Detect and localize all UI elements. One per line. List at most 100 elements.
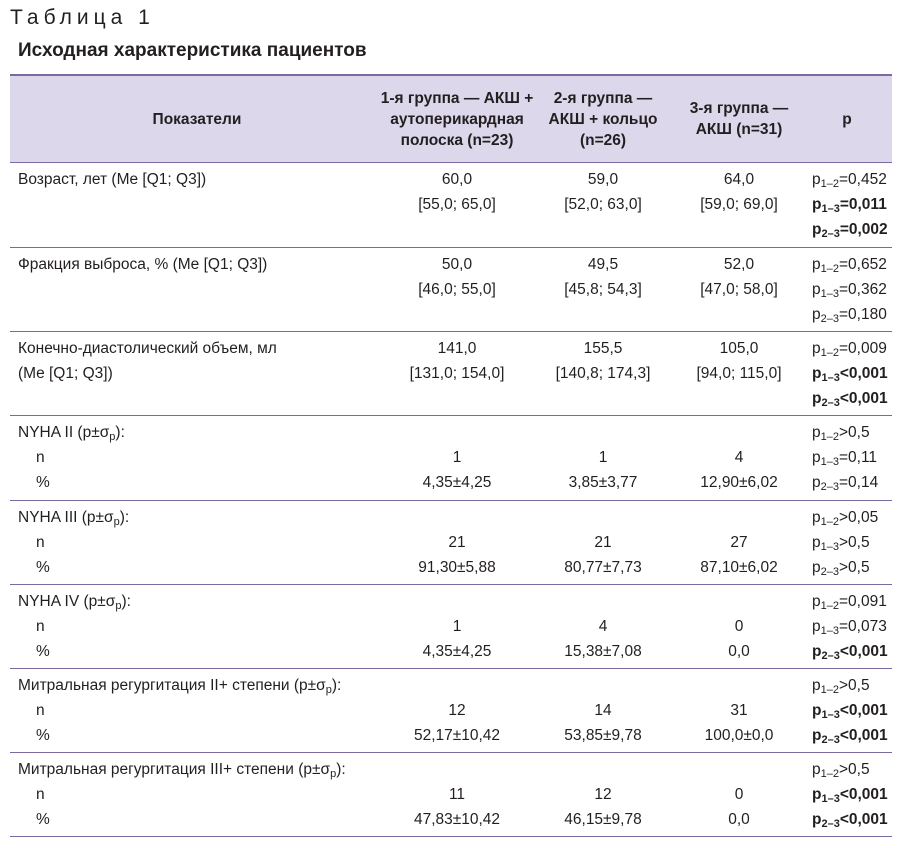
p-subscript: 1–3 [821,709,840,721]
p-value: p1–3=0,073 [812,618,887,637]
group-1-value: 141,0 [131,0; 154,0] [384,332,530,415]
header-text: (n=26) [579,131,627,149]
header-text: 1-я группа — АКШ + [380,89,534,107]
group-2-value: 14 53,85±9,78 [530,669,676,752]
group-1-value: 11 47,83±10,42 [384,753,530,836]
spacer [676,420,802,445]
table-row: NYHA II (p±σp): n% 1 4,35±4,25 1 3,85±3,77 4 12… [10,416,892,501]
header-text: АКШ + кольцо [548,110,658,128]
sub-row-label: n [36,618,45,635]
value-text: 0,0 [728,643,750,660]
sub-row-label: % [36,727,50,744]
value-text: 0 [734,618,744,635]
sub-row-label: % [36,559,50,576]
group-1-value: 50,0 [46,0; 55,0] [384,248,530,331]
value-text: 87,10±6,02 [700,559,778,576]
value-text: 60,0 [441,171,473,188]
group-1-value: 12 52,17±10,42 [384,669,530,752]
p-subscript: 1–3 [820,625,839,637]
header-text: 2-я группа — [553,89,653,107]
value-text: 141,0 [437,340,477,357]
p-value: p1–2=0,091 [812,593,887,612]
p-values: p1–2=0,652 p1–3=0,362 p2–3=0,180 [802,248,892,331]
group-2-value: 49,5 [45,8; 54,3] [530,248,676,331]
p-value: p1–2>0,5 [812,424,870,443]
group-2-value: 12 46,15±9,78 [530,753,676,836]
label-text: Митральная регургитация III+ степени (p±… [18,761,346,780]
value-text: 80,77±7,73 [564,559,642,576]
spacer [384,505,530,530]
p-subscript: 1–3 [821,372,840,384]
header-group-3: 3-я группа — АКШ (n=31) [676,76,802,162]
value-text: 100,0±0,0 [704,727,774,744]
spacer [530,589,676,614]
p-subscript: 1–3 [821,793,840,805]
group-1-value: 1 4,35±4,25 [384,416,530,500]
value-text: 4 [734,449,744,466]
group-3-value: 52,0 [47,0; 58,0] [676,248,802,331]
p-subscript: 2–3 [821,818,840,830]
table-row: NYHA IV (p±σp): n% 1 4,35±4,25 4 15,38±7,08 0 0… [10,585,892,669]
p-value: p1–2=0,009 [812,340,887,359]
label-text: Митральная регургитация II+ степени (p±σ… [18,677,342,696]
value-text: [55,0; 65,0] [418,196,496,213]
header-text: аутоперикардная [390,110,524,128]
group-3-value: 105,0 [94,0; 115,0] [676,332,802,415]
p-subscript: 1–2 [820,768,839,780]
p-value: p1–3<0,001 [812,786,888,805]
sub-row-label: n [36,534,45,551]
p-subscript: 1–2 [820,684,839,696]
value-text: 1 [452,618,462,635]
p-value: p2–3<0,001 [812,390,888,409]
group-2-value: 4 15,38±7,08 [530,585,676,668]
spacer [530,420,676,445]
value-text: 12 [594,786,612,803]
value-text: [59,0; 69,0] [700,196,778,213]
group-2-value: 59,0 [52,0; 63,0] [530,163,676,247]
p-subscript: 2–3 [820,566,839,578]
spacer [676,757,802,782]
table-row: Возраст, лет (Me [Q1; Q3]) 60,0 [55,0; 65,… [10,163,892,248]
table-body: Возраст, лет (Me [Q1; Q3]) 60,0 [55,0; 65,… [10,163,892,837]
p-values: p1–2>0,5 p1–3<0,001 p2–3<0,001 [802,669,892,752]
group-2-value: 155,5 [140,8; 174,3] [530,332,676,415]
sub-row-label: n [36,702,45,719]
p-value: p2–3<0,001 [812,727,888,746]
value-text: 52,17±10,42 [413,727,501,744]
table-row: Фракция выброса, % (Me [Q1; Q3]) 50,0 [46,… [10,248,892,332]
value-text: 4 [598,618,608,635]
header-text: 3-я группа — [689,100,789,117]
spacer [384,589,530,614]
label-subscript: p [113,516,120,528]
p-value: p1–3=0,362 [812,281,887,300]
group-3-value: 31 100,0±0,0 [676,669,802,752]
label-text: Фракция выброса, % (Me [Q1; Q3]) [18,256,268,273]
group-3-value: 0 0,0 [676,585,802,668]
p-subscript: 1–3 [821,203,840,215]
value-text: [52,0; 63,0] [564,196,642,213]
value-text: 0 [734,786,744,803]
p-value: p1–2>0,05 [812,509,879,528]
value-text: 53,85±9,78 [564,727,642,744]
p-subscript: 2–3 [821,228,840,240]
p-value: p2–3=0,002 [812,221,888,240]
group-2-value: 1 3,85±3,77 [530,416,676,500]
header-indicators: Показатели [152,110,242,128]
spacer [384,420,530,445]
p-value: p1–2=0,452 [812,171,887,190]
value-text: [45,8; 54,3] [564,281,642,298]
value-text: 0,0 [728,811,750,828]
patient-characteristics-table: Показатели 1-я группа — АКШ + аутоперика… [10,74,892,837]
spacer [676,589,802,614]
value-text: 47,83±10,42 [413,811,501,828]
label-text: NYHA II (p±σp): [18,424,125,443]
label-text: Возраст, лет (Me [Q1; Q3]) [18,171,207,188]
header-group-2: 2-я группа — АКШ + кольцо (n=26) [530,76,676,162]
p-values: p1–2=0,091 p1–3=0,073 p2–3<0,001 [802,585,892,668]
p-value: p1–3=0,11 [812,449,878,468]
sub-row-label: % [36,643,50,660]
sub-row-label: n [36,449,45,466]
group-1-value: 60,0 [55,0; 65,0] [384,163,530,247]
value-text: 11 [448,786,466,803]
spacer [384,673,530,698]
